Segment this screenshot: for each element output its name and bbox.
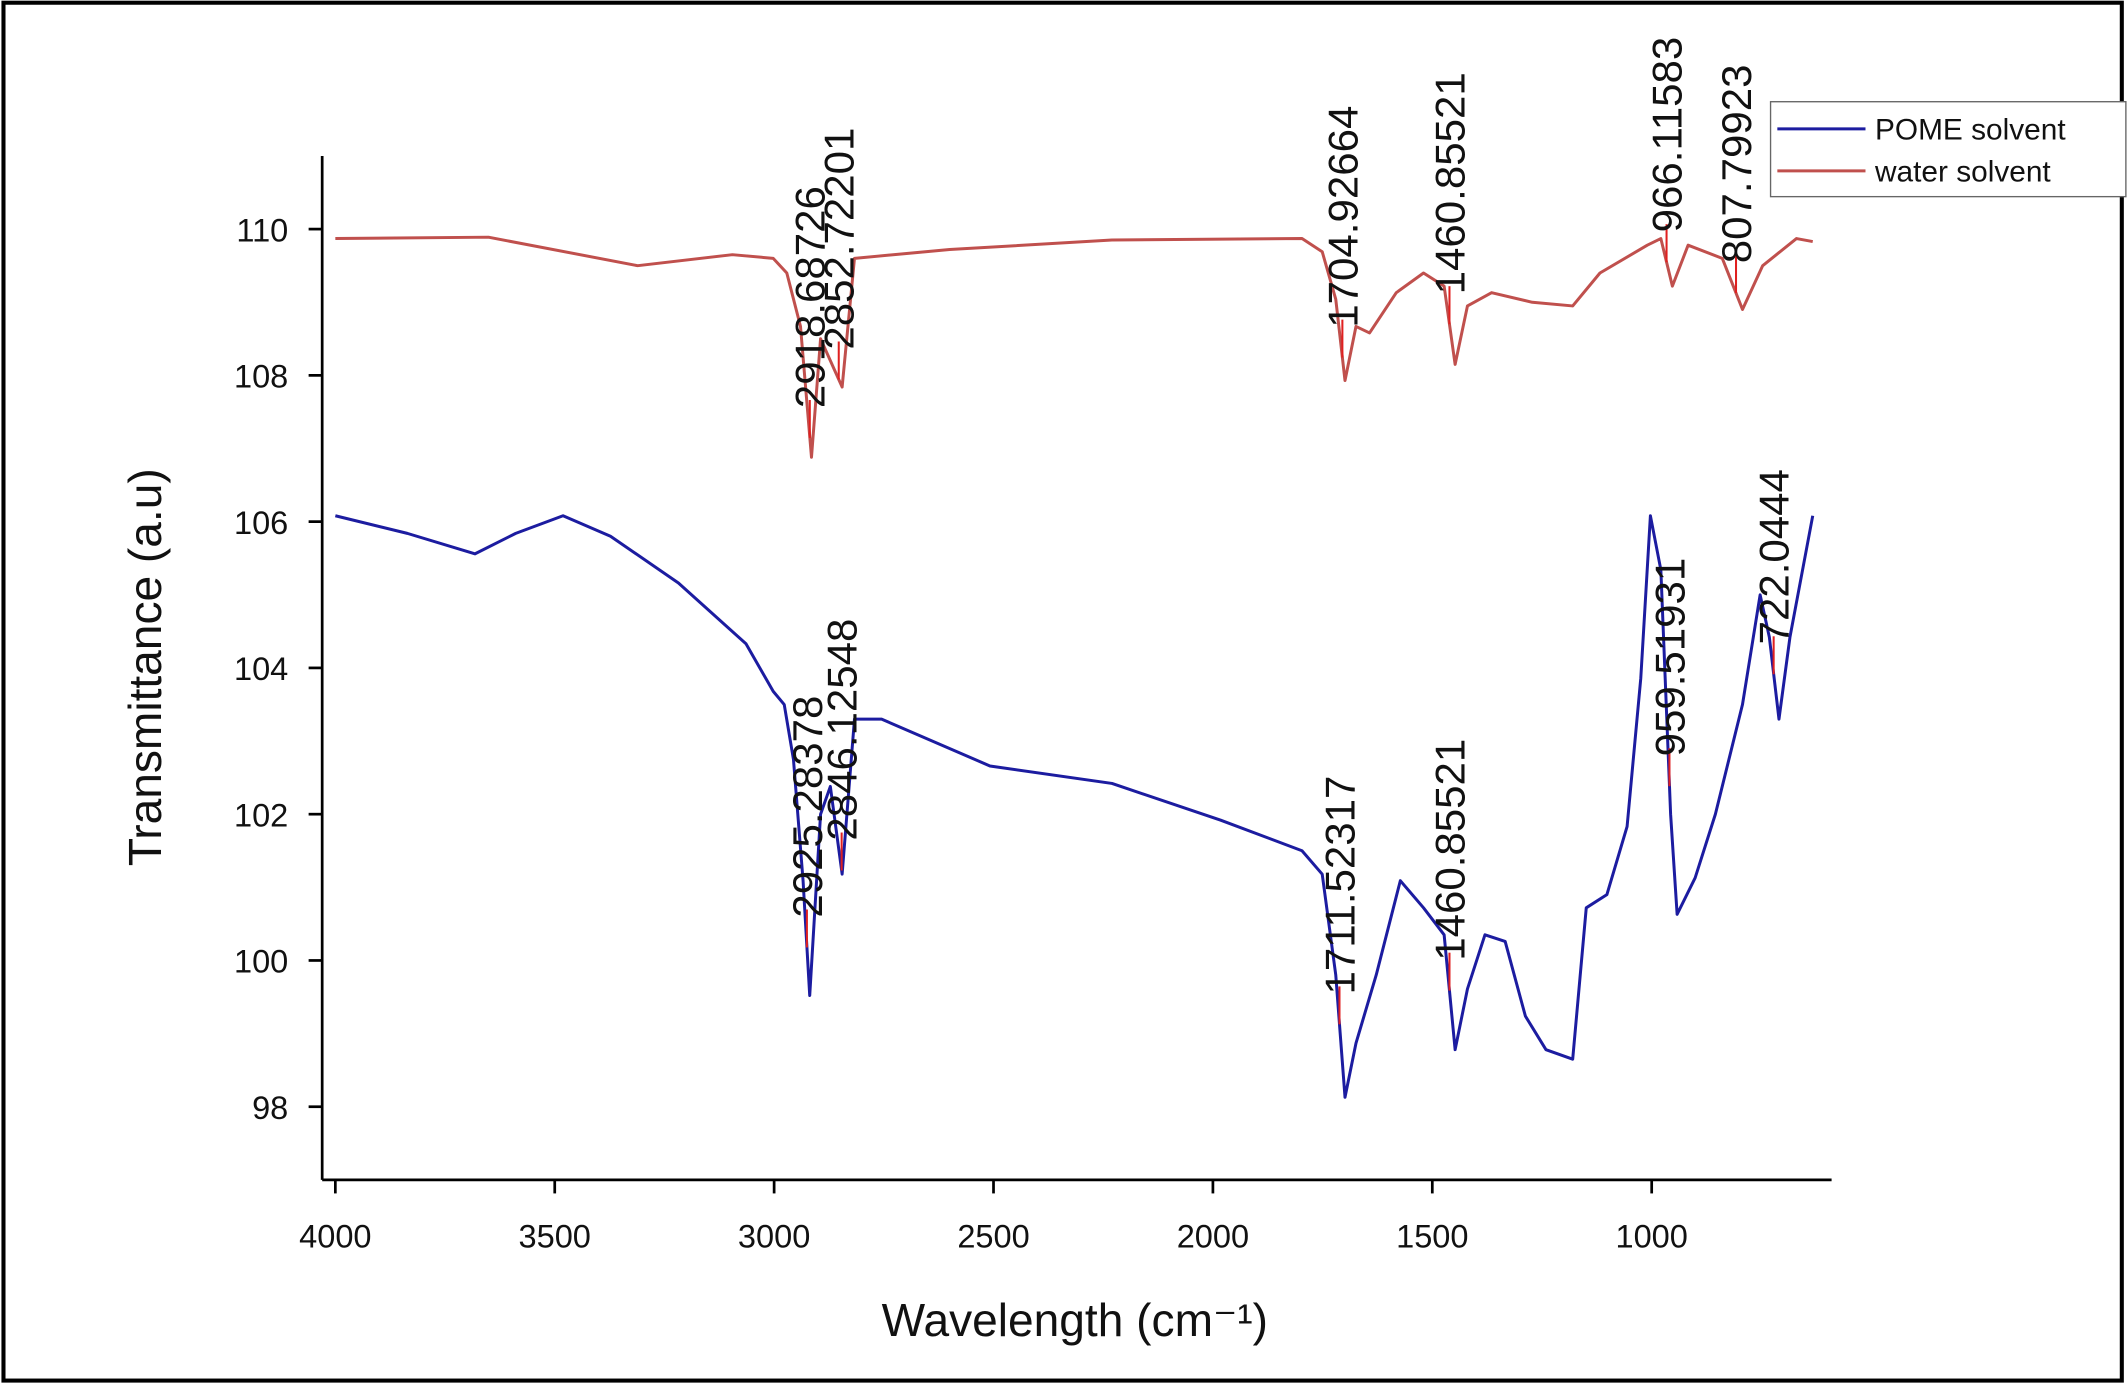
peak-label: 2918.68726 xyxy=(787,186,834,408)
y-tick-label: 108 xyxy=(234,359,288,395)
y-tick-label: 98 xyxy=(252,1090,288,1126)
x-tick-label: 1500 xyxy=(1396,1219,1468,1255)
peak-label: 722.0444 xyxy=(1751,469,1798,644)
peak-label: 2925.28378 xyxy=(784,696,831,918)
x-tick-label: 1000 xyxy=(1616,1219,1688,1255)
x-tick-label: 3500 xyxy=(519,1219,591,1255)
series-line xyxy=(335,235,1814,459)
y-tick-label: 104 xyxy=(234,651,288,687)
series-line xyxy=(334,514,1815,1099)
peak-label: 807.79923 xyxy=(1713,65,1760,264)
y-tick-label: 100 xyxy=(234,944,288,980)
peak-label: 1704.92664 xyxy=(1319,106,1366,328)
peak-label: 2852.72201 xyxy=(816,128,863,350)
peak-label: 1460.85521 xyxy=(1426,72,1473,294)
y-tick-label: 110 xyxy=(236,212,288,248)
legend xyxy=(1769,101,2127,198)
x-tick-label: 3000 xyxy=(738,1219,810,1255)
x-axis-label: Wavelength (cm⁻¹) xyxy=(882,1294,1268,1346)
x-tick-label: 2000 xyxy=(1177,1219,1249,1255)
peak-label: 1711.52317 xyxy=(1316,776,1363,995)
x-tick-label: 4000 xyxy=(299,1219,371,1255)
y-tick-label: 106 xyxy=(234,505,288,541)
peak-label: 1460.85521 xyxy=(1426,739,1473,961)
legend-label: water solvent xyxy=(1874,156,2051,189)
peak-label: 959.51931 xyxy=(1646,558,1693,757)
peak-label: 966.11583 xyxy=(1643,37,1690,233)
x-tick-label: 2500 xyxy=(957,1219,1029,1255)
legend-label: POME solvent xyxy=(1875,114,2066,147)
peak-label: 2846.12548 xyxy=(819,619,866,841)
y-axis-label: Transmittance (a.u) xyxy=(119,468,171,866)
y-tick-label: 102 xyxy=(234,797,288,833)
